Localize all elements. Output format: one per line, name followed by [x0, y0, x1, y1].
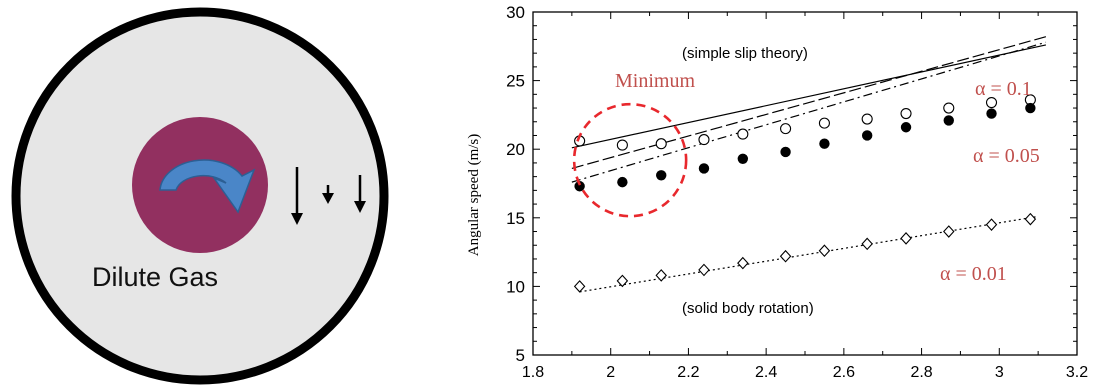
point-open-circle: [861, 113, 873, 125]
annotation-alpha-0-01: α = 0.01: [940, 263, 1007, 285]
annotation-minimum: Minimum: [615, 70, 695, 92]
annotation-alpha-0-05: α = 0.05: [973, 145, 1040, 167]
point-open-diamond: [818, 244, 831, 258]
rotating-cylinder-diagram: Dilute Gas: [11, 7, 389, 385]
point-open-diamond: [900, 232, 912, 245]
x-tick-label: 2.4: [755, 364, 777, 381]
point-open-diamond: [1024, 212, 1037, 226]
annotation-alpha-0-1: α = 0.1: [975, 78, 1032, 100]
x-tick-label: 3: [995, 364, 1004, 381]
x-tick-label: 1.8: [522, 364, 544, 381]
angular-speed-chart: 1.8 2 2.2 2.4 2.6 2.8 3 3.2 5 10 15 20 25 30 Angular …: [466, 3, 1088, 381]
point-filled-circle: [943, 115, 954, 126]
x-tick-label: 2: [606, 364, 615, 381]
point-filled-circle: [861, 130, 873, 141]
y-tick-label: 20: [506, 140, 525, 159]
point-filled-circle: [656, 170, 667, 181]
point-open-circle: [737, 128, 749, 140]
point-filled-circle: [574, 181, 585, 192]
point-filled-circle: [900, 122, 912, 133]
point-open-circle: [943, 102, 955, 114]
minimum-highlight-circle: [572, 102, 688, 218]
y-tick-label: 10: [506, 277, 525, 296]
theory-line-dash-dot: [571, 41, 1047, 183]
point-filled-circle: [617, 176, 628, 188]
point-open-diamond: [779, 249, 792, 263]
y-tick-label: 5: [516, 346, 525, 365]
x-tick-label: 2.8: [910, 364, 932, 381]
point-filled-circle: [986, 108, 997, 119]
inner-rotor: [132, 117, 268, 253]
point-open-diamond: [985, 218, 998, 231]
x-tick-label: 3.2: [1066, 364, 1088, 381]
point-filled-circle: [737, 153, 749, 165]
point-filled-circle: [819, 138, 830, 149]
y-tick-label: 15: [506, 209, 525, 228]
theory-line-dash-long: [571, 36, 1047, 169]
downward-flow-arrows-icon: [291, 167, 366, 225]
point-open-circle: [616, 139, 628, 151]
x-tick-label: 2.6: [833, 364, 855, 381]
point-open-diamond: [943, 225, 955, 238]
point-open-diamond: [737, 256, 749, 270]
y-tick-label: 30: [506, 3, 525, 22]
point-open-diamond: [616, 274, 629, 288]
rotation-arrow-icon: [159, 159, 256, 214]
point-open-diamond: [573, 280, 586, 293]
point-open-circle: [655, 138, 667, 150]
point-filled-circle: [1025, 102, 1036, 114]
point-filled-circle: [780, 146, 791, 158]
dilute-gas-label: Dilute Gas: [92, 262, 218, 292]
point-open-circle: [698, 134, 710, 146]
point-filled-circle: [698, 163, 710, 174]
point-open-circle: [900, 107, 912, 120]
annotation-simple-slip-theory: (simple slip theory): [682, 45, 808, 62]
annotation-solid-body-rotation: (solid body rotation): [682, 300, 814, 317]
point-open-circle: [985, 97, 998, 109]
y-axis-label: Angular speed (m/s): [466, 134, 482, 256]
point-open-diamond: [655, 269, 667, 282]
point-open-diamond: [861, 237, 873, 251]
point-open-circle: [780, 123, 792, 135]
point-open-circle: [818, 117, 830, 129]
y-tick-label: 25: [506, 72, 525, 91]
theory-line-solid: [571, 44, 1047, 149]
point-open-diamond: [698, 263, 710, 277]
x-tick-label: 2.2: [677, 364, 699, 381]
